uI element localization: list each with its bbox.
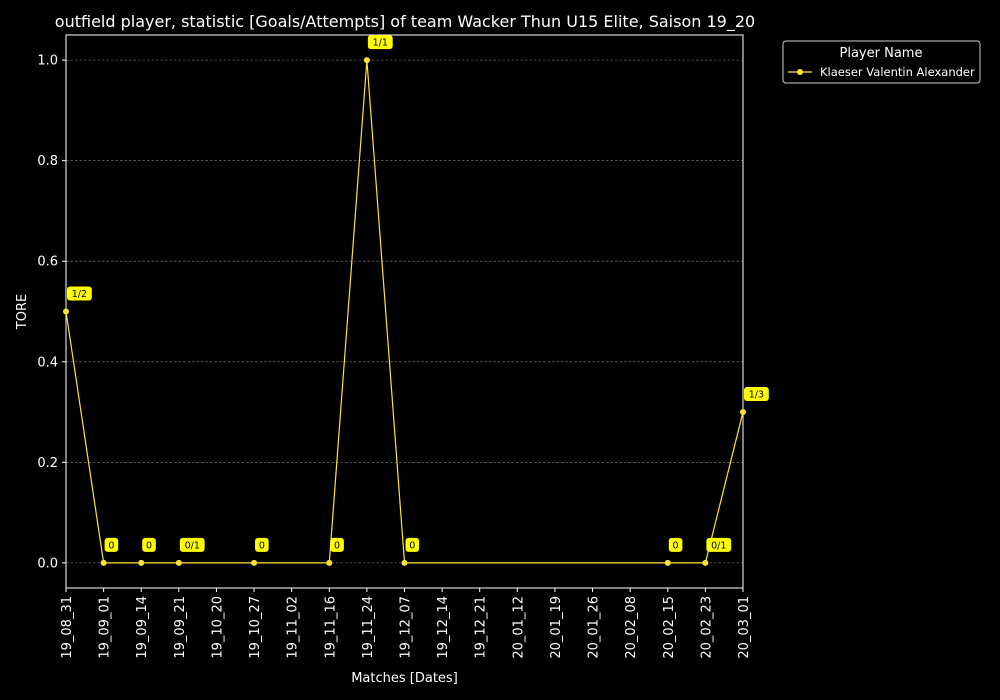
data-label: 0/1	[711, 540, 726, 551]
x-tick-label: 20_01_19	[549, 596, 564, 659]
legend-box	[782, 40, 981, 84]
data-label: 0	[409, 540, 415, 551]
legend-title: Player Name	[840, 46, 923, 61]
x-tick-label: 19_09_01	[98, 596, 113, 659]
x-axis-label: Matches [Dates]	[351, 671, 458, 686]
y-tick-label: 0.0	[37, 556, 58, 571]
data-point	[326, 559, 333, 566]
data-label-box	[179, 537, 205, 552]
y-tick-label: 0.4	[37, 355, 58, 370]
data-label-box	[405, 537, 420, 552]
chart-title: outfield player, statistic [Goals/Attemp…	[55, 12, 755, 32]
y-tick-label: 0.2	[37, 456, 58, 471]
data-point	[664, 559, 671, 566]
data-label-box	[104, 537, 119, 552]
x-tick-label: 19_12_14	[436, 596, 451, 659]
y-axis-label: TORE	[15, 294, 30, 330]
data-point	[363, 57, 370, 64]
x-tick-label: 19_10_20	[210, 596, 225, 659]
data-label: 0	[146, 540, 152, 551]
data-label: 0/1	[185, 540, 200, 551]
data-label-box	[67, 286, 92, 301]
legend: Player Name Klaeser Valentin Alexander	[782, 40, 981, 84]
data-point	[401, 559, 408, 566]
x-tick-label: 19_09_14	[135, 596, 150, 659]
y-axis-ticks: 0.0 0.2 0.4 0.6 0.8 1.0	[37, 54, 66, 571]
x-tick-label: 20_03_01	[737, 596, 752, 659]
data-labels: 1/2 0 0 0/1 0 0 1/1 0 0 0/1 1/3	[67, 35, 769, 552]
data-label: 1/1	[373, 38, 388, 49]
x-tick-label: 20_01_12	[511, 596, 526, 659]
data-point	[740, 409, 746, 416]
data-label-box	[255, 537, 269, 552]
data-label-box	[668, 537, 683, 552]
x-tick-label: 20_01_26	[587, 596, 602, 659]
data-series	[63, 57, 746, 566]
data-label: 1/2	[72, 289, 87, 300]
data-point	[175, 559, 182, 566]
data-label-box	[744, 387, 769, 402]
y-tick-label: 0.8	[37, 154, 58, 169]
x-tick-label: 20_02_23	[699, 596, 714, 659]
x-tick-label: 20_02_08	[624, 596, 639, 659]
x-tick-label: 19_12_21	[474, 596, 489, 659]
data-point	[138, 559, 145, 566]
data-point	[251, 559, 258, 566]
data-label-box	[706, 537, 732, 552]
x-tick-label: 19_11_24	[361, 596, 376, 659]
data-label: 0	[259, 540, 265, 551]
data-label: 0	[108, 540, 114, 551]
x-tick-label: 19_09_21	[173, 596, 188, 659]
x-tick-label: 19_11_16	[323, 596, 338, 659]
x-tick-label: 20_02_15	[662, 596, 677, 659]
data-label: 0	[673, 540, 679, 551]
data-label-box	[330, 537, 344, 552]
y-tick-label: 0.6	[37, 255, 58, 270]
data-point	[702, 559, 709, 566]
x-tick-label: 19_11_02	[286, 596, 301, 659]
x-tick-label: 19_12_07	[399, 596, 414, 659]
y-tick-label: 1.0	[37, 54, 58, 69]
legend-point-marker	[797, 69, 803, 75]
data-point	[100, 559, 107, 566]
data-label: 0	[334, 540, 340, 551]
x-tick-label: 19_08_31	[60, 596, 75, 659]
legend-entry-label: Klaeser Valentin Alexander	[820, 65, 975, 79]
data-label-box	[142, 537, 156, 552]
data-label-box	[367, 35, 393, 50]
data-point	[63, 308, 69, 315]
x-axis-ticks: 19_08_31 19_09_01 19_09_14 19_09_21 19_10_20…	[60, 588, 752, 659]
x-tick-label: 19_10_27	[248, 596, 263, 659]
data-label: 1/3	[749, 390, 764, 401]
